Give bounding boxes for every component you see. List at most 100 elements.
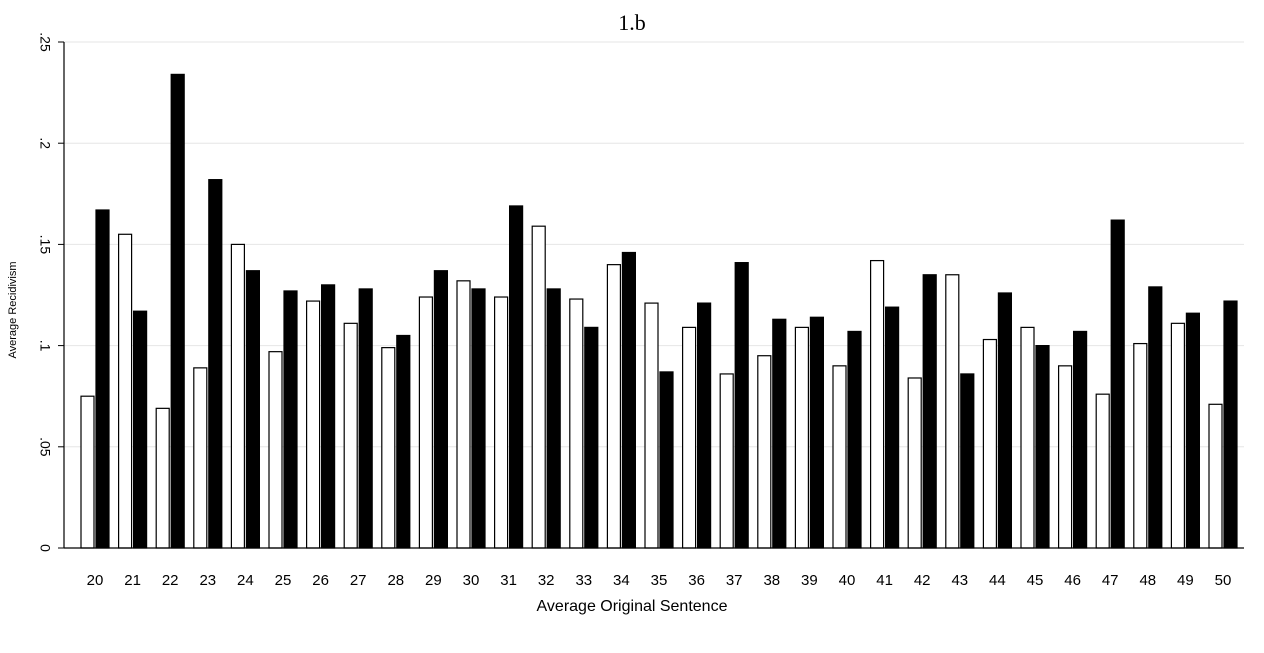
bar-white [719, 373, 734, 549]
x-tick-label: 39 [801, 572, 818, 589]
x-tick-label: 47 [1102, 572, 1119, 589]
bar-white [1057, 365, 1073, 549]
bar-black [659, 371, 674, 549]
bar-white [681, 326, 697, 549]
bar-black [1072, 330, 1088, 549]
x-tick-label: 25 [275, 572, 292, 589]
bar-white [945, 274, 960, 549]
x-tick-label: 26 [312, 572, 329, 589]
bar-white [869, 259, 885, 549]
x-tick-label: 23 [199, 572, 216, 589]
x-tick-label: 35 [651, 572, 668, 589]
x-tick-label: 41 [876, 572, 893, 589]
bar-black [1148, 286, 1163, 549]
y-axis-label: Average Recidivism [7, 261, 19, 358]
bar-white [494, 296, 509, 549]
x-tick-label: 34 [613, 572, 630, 589]
x-axis-label: Average Original Sentence [536, 598, 728, 615]
bar-white [230, 243, 245, 549]
bar-black [245, 270, 260, 549]
x-tick-label: 32 [538, 572, 555, 589]
bar-white [907, 377, 922, 549]
bar-white [606, 264, 622, 549]
bar-black [95, 209, 110, 549]
y-tick-label: 0 [37, 544, 53, 552]
chart-title: 1.b [618, 10, 646, 35]
bar-black [1035, 345, 1050, 549]
bar-white [1208, 403, 1223, 549]
x-tick-label: 50 [1215, 572, 1232, 589]
x-tick-label: 27 [350, 572, 367, 589]
bar-black [584, 326, 599, 549]
bar-black [922, 274, 937, 549]
bar-white [1170, 322, 1186, 549]
bar-black [433, 270, 448, 549]
bar-white [418, 296, 433, 549]
x-tick-label: 43 [951, 572, 968, 589]
bar-white [832, 365, 847, 549]
bar-white [456, 280, 471, 549]
x-tick-label: 44 [989, 572, 1006, 589]
x-tick-label: 31 [500, 572, 517, 589]
bar-white [531, 225, 546, 549]
bar-white [569, 298, 584, 549]
bar-black [471, 288, 486, 549]
x-tick-label: 20 [87, 572, 104, 589]
bar-black [509, 205, 524, 549]
y-tick-label: .25 [37, 32, 53, 52]
x-tick-label: 46 [1064, 572, 1081, 589]
bar-black [1110, 219, 1125, 549]
x-tick-label: 24 [237, 572, 254, 589]
bar-black [396, 334, 411, 549]
bar-white [193, 367, 208, 549]
bar-white [343, 322, 358, 549]
y-tick-label: .1 [37, 340, 53, 352]
x-tick-label: 40 [839, 572, 856, 589]
bar-black [133, 310, 148, 549]
bar-black [283, 290, 298, 549]
bar-white [381, 347, 396, 549]
x-tick-label: 22 [162, 572, 179, 589]
x-tick-label: 36 [688, 572, 705, 589]
x-tick-label: 48 [1139, 572, 1156, 589]
bar-black [358, 288, 373, 549]
y-tick-label: .2 [37, 137, 53, 149]
bar-white [1020, 326, 1035, 549]
bar-white [117, 233, 133, 549]
bar-white [982, 338, 998, 549]
bar-black [321, 284, 336, 549]
bar-black [734, 262, 749, 549]
bar-black [847, 330, 862, 549]
y-tick-label: .05 [37, 437, 53, 457]
x-tick-label: 38 [763, 572, 780, 589]
bar-white [268, 351, 283, 549]
x-tick-label: 37 [726, 572, 743, 589]
bar-white [644, 302, 659, 549]
bar-black [809, 316, 825, 549]
y-tick-label: .15 [37, 235, 53, 255]
bar-black [696, 302, 712, 549]
x-tick-label: 30 [463, 572, 480, 589]
bar-white [1133, 342, 1148, 549]
bar-black [208, 179, 223, 549]
bar-black [772, 318, 787, 549]
x-tick-label: 45 [1027, 572, 1044, 589]
bar-white [757, 355, 772, 549]
x-tick-label: 21 [124, 572, 141, 589]
bar-black [1185, 312, 1201, 549]
bar-white [155, 407, 170, 549]
x-tick-label: 49 [1177, 572, 1194, 589]
x-tick-label: 29 [425, 572, 442, 589]
x-tick-label: 28 [387, 572, 404, 589]
bar-white [1095, 393, 1110, 549]
bar-white [80, 395, 95, 549]
bar-black [546, 288, 561, 549]
bar-black [621, 251, 637, 549]
bar-black [884, 306, 900, 549]
x-tick-label: 42 [914, 572, 931, 589]
bar-black [1223, 300, 1238, 549]
bar-black [960, 373, 975, 549]
bar-black [170, 73, 185, 549]
